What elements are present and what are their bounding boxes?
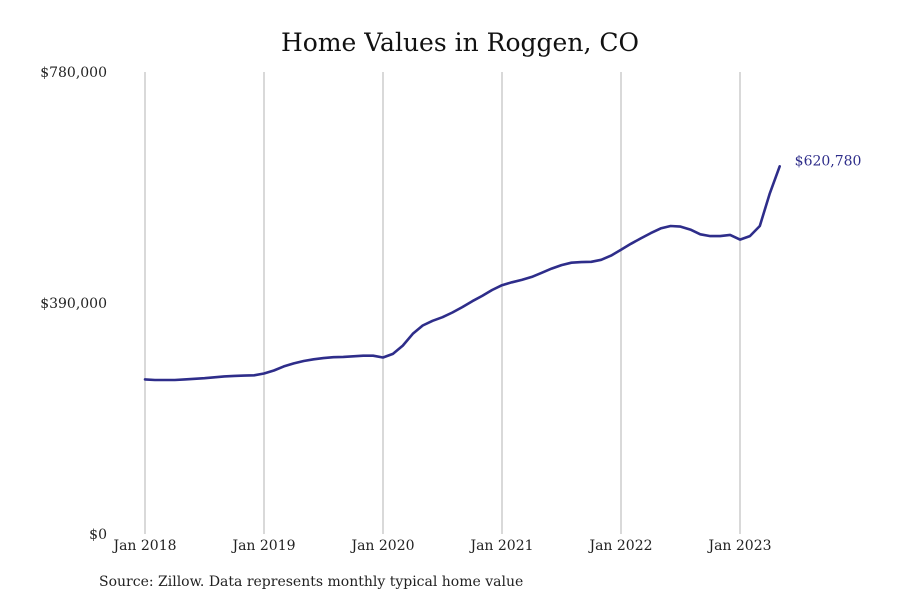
x-axis-ticks: Jan 2018 Jan 2019 Jan 2020 Jan 2021 Jan 2022… <box>111 538 771 554</box>
end-value-label: $620,780 <box>795 153 862 169</box>
y-tick-label: $0 <box>89 527 107 543</box>
source-note: Source: Zillow. Data represents monthly … <box>99 574 523 590</box>
y-tick-label: $780,000 <box>40 65 107 81</box>
chart-title: Home Values in Roggen, CO <box>281 28 639 57</box>
y-axis-ticks: $0 $390,000 $780,000 <box>40 65 107 543</box>
series-line <box>143 165 782 382</box>
x-tick-label: Jan 2020 <box>349 538 414 554</box>
x-gridlines <box>144 72 741 534</box>
x-tick-label: Jan 2019 <box>230 538 295 554</box>
x-tick-label: Jan 2021 <box>468 538 533 554</box>
y-tick-label: $390,000 <box>40 296 107 312</box>
series-layer: $620,780 <box>143 153 862 382</box>
x-tick-label: Jan 2018 <box>111 538 176 554</box>
x-tick-label: Jan 2022 <box>587 538 652 554</box>
x-tick-label: Jan 2023 <box>706 538 771 554</box>
